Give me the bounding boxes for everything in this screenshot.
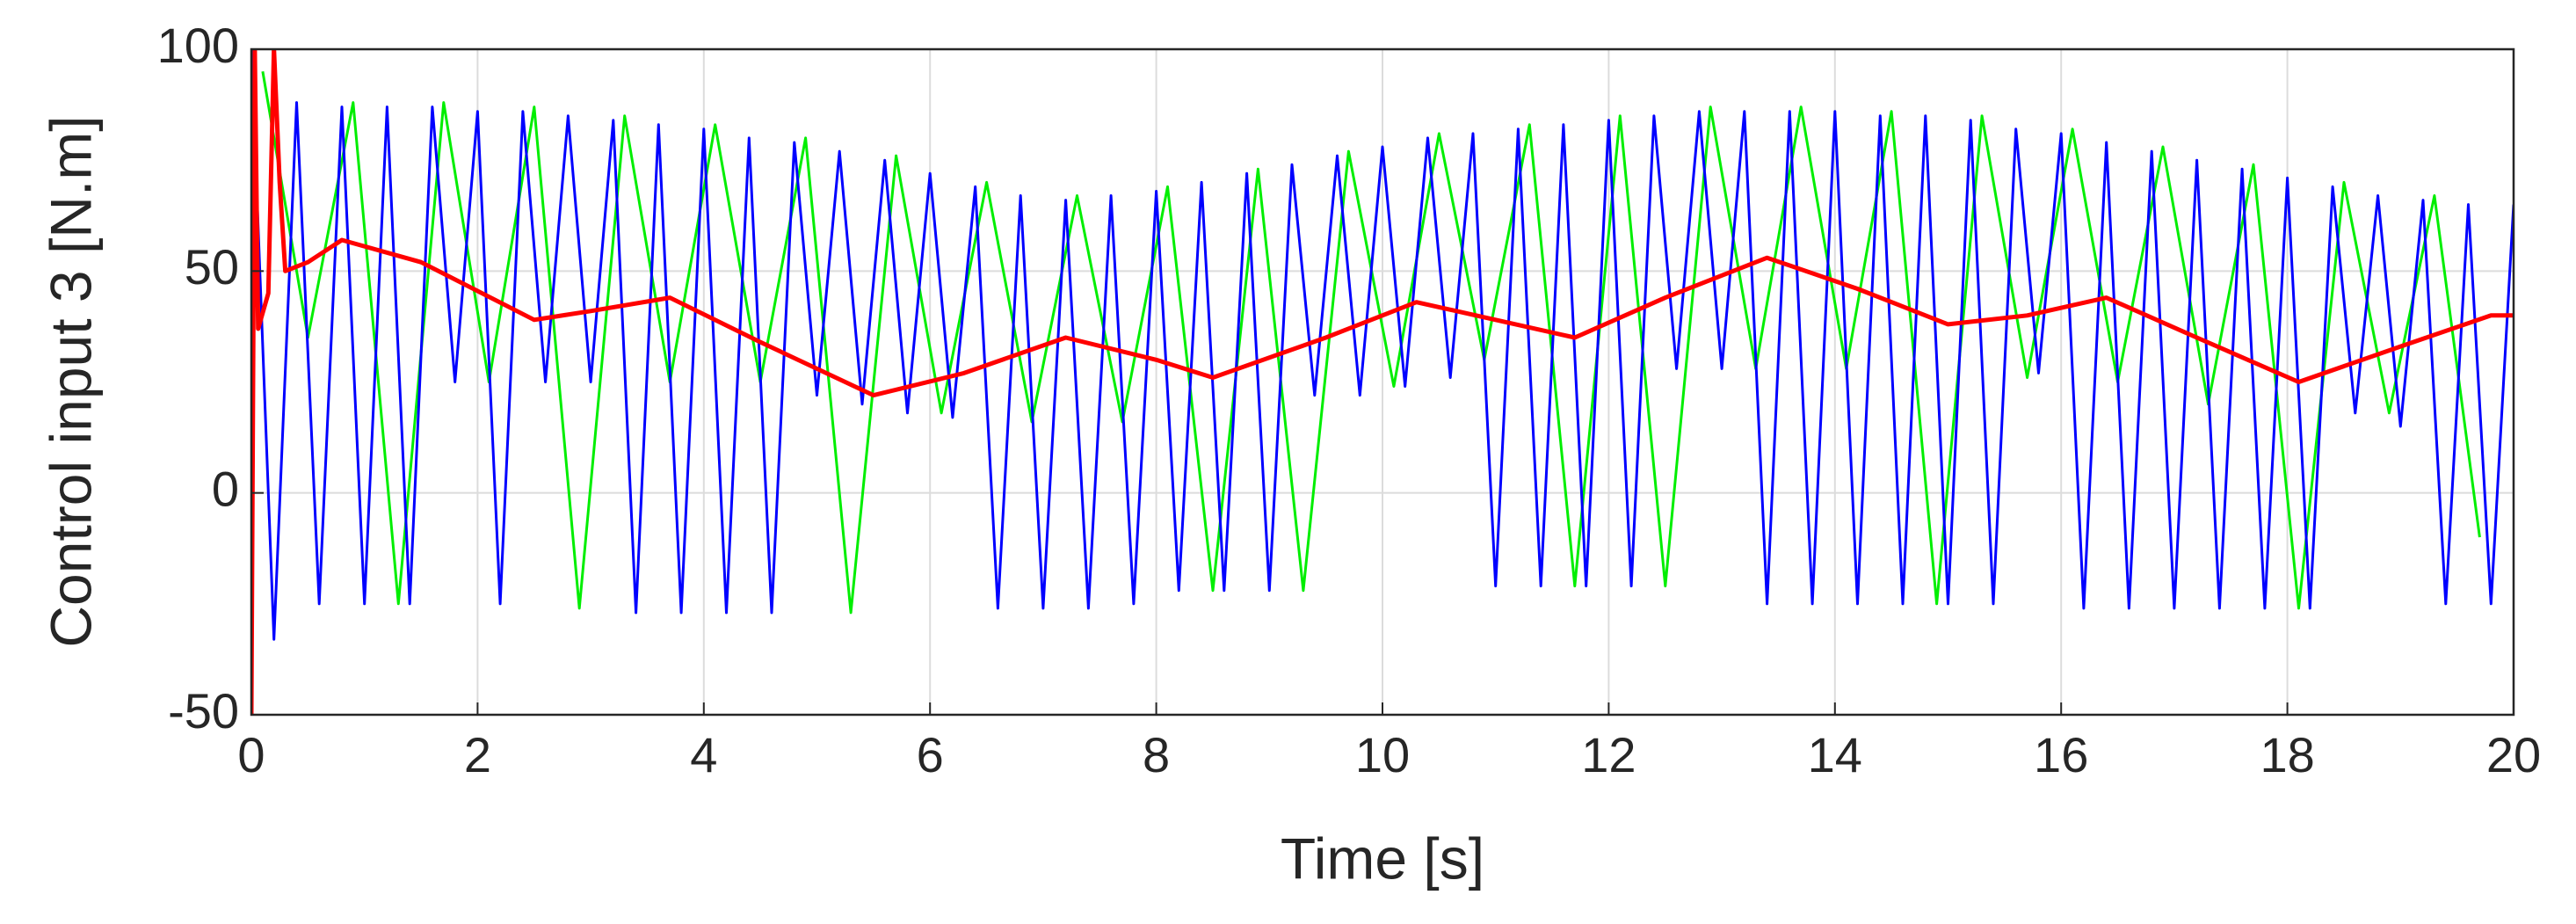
y-tick-label: 100: [157, 18, 239, 73]
y-axis-label: Control input 3 [N.m]: [38, 115, 103, 647]
series-line: [251, 49, 2514, 641]
x-tick-label: 0: [237, 727, 265, 782]
x-tick-label: 4: [690, 727, 717, 782]
x-tick-label: 8: [1143, 727, 1170, 782]
series-line: [251, 49, 2514, 715]
x-tick-label: 20: [2486, 727, 2541, 782]
y-tick-label: 0: [212, 461, 239, 516]
x-tick-label: 6: [917, 727, 944, 782]
axes-box: [250, 47, 2515, 717]
x-tick-label: 14: [1808, 727, 1862, 782]
x-tick-label: 2: [464, 727, 491, 782]
y-tick-label: -50: [168, 683, 239, 738]
x-tick-label: 10: [1355, 727, 1410, 782]
plot-area: [251, 49, 2514, 715]
x-tick-label: 16: [2034, 727, 2088, 782]
x-tick-label: 18: [2260, 727, 2314, 782]
y-tick-label: 50: [185, 239, 239, 295]
x-tick-label: 12: [1581, 727, 1636, 782]
x-axis-label: Time [s]: [1281, 826, 1484, 891]
